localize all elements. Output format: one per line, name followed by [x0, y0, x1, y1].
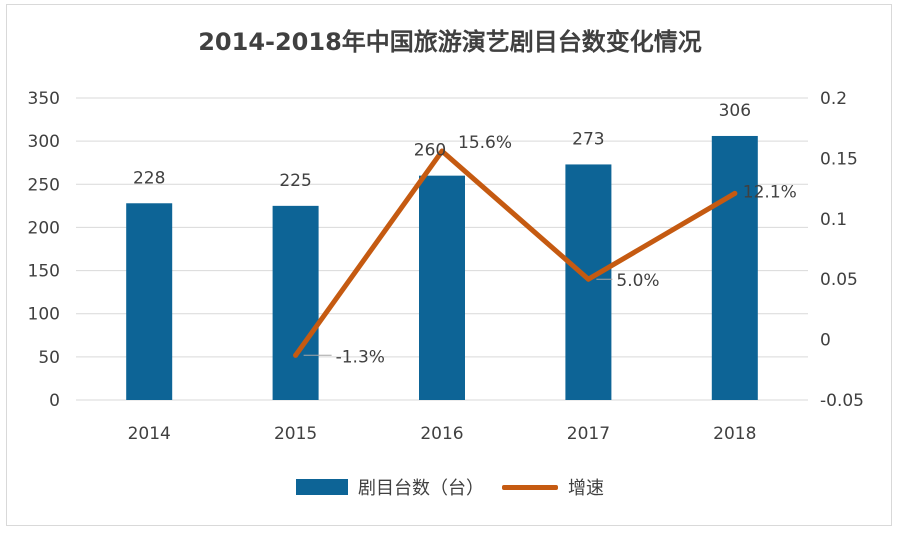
x-tick-label: 2015 [274, 424, 317, 444]
y-right-tick-label: 0.2 [820, 89, 847, 109]
x-tick-label: 2017 [567, 424, 610, 444]
y-right-tick-label: 0 [820, 331, 831, 351]
legend-item-line: 增速 [502, 474, 604, 500]
y-right-tick-label: -0.05 [820, 391, 864, 411]
bar-data-label: 306 [719, 101, 751, 121]
y-left-tick-label: 300 [28, 132, 60, 152]
y-right-tick-label: 0.1 [820, 210, 847, 230]
y-left-tick-label: 50 [38, 348, 60, 368]
bar [419, 175, 465, 400]
line-data-label: -1.3% [336, 347, 385, 367]
y-left-tick-label: 0 [49, 391, 60, 411]
y-left-tick-label: 150 [28, 262, 60, 282]
legend-bar-label: 剧目台数（台） [358, 478, 484, 499]
bar-data-label: 228 [133, 168, 165, 188]
bar [565, 164, 612, 400]
legend-item-bar: 剧目台数（台） [296, 474, 484, 500]
x-tick-label: 2014 [128, 424, 171, 444]
legend-line-swatch [502, 484, 558, 490]
x-tick-label: 2016 [420, 424, 463, 444]
growth-point [585, 276, 591, 282]
bar-data-label: 260 [414, 141, 446, 161]
bar-data-label: 225 [279, 171, 311, 191]
legend-bar-swatch [296, 479, 348, 495]
x-tick-label: 2018 [713, 424, 756, 444]
y-left-tick-label: 250 [28, 175, 60, 195]
y-left-tick-label: 200 [28, 218, 60, 238]
legend-line-label: 增速 [568, 478, 604, 499]
legend: 剧目台数（台） 增速 [0, 474, 900, 500]
chart-title: 2014-2018年中国旅游演艺剧目台数变化情况 [198, 28, 702, 56]
bar [711, 135, 758, 401]
bar-data-label: 273 [572, 129, 604, 149]
bar [272, 205, 319, 400]
growth-point [732, 190, 738, 196]
line-data-label: 5.0% [616, 271, 659, 291]
line-data-label: 12.1% [743, 182, 797, 202]
y-right-tick-label: 0.15 [820, 149, 858, 169]
y-left-tick-label: 350 [28, 89, 60, 109]
bar [126, 203, 173, 400]
growth-line [293, 148, 738, 358]
growth-point [439, 148, 445, 154]
growth-point [293, 352, 299, 358]
line-data-label: 15.6% [458, 133, 512, 153]
y-left-tick-label: 100 [28, 305, 60, 325]
y-right-tick-label: 0.05 [820, 270, 858, 290]
